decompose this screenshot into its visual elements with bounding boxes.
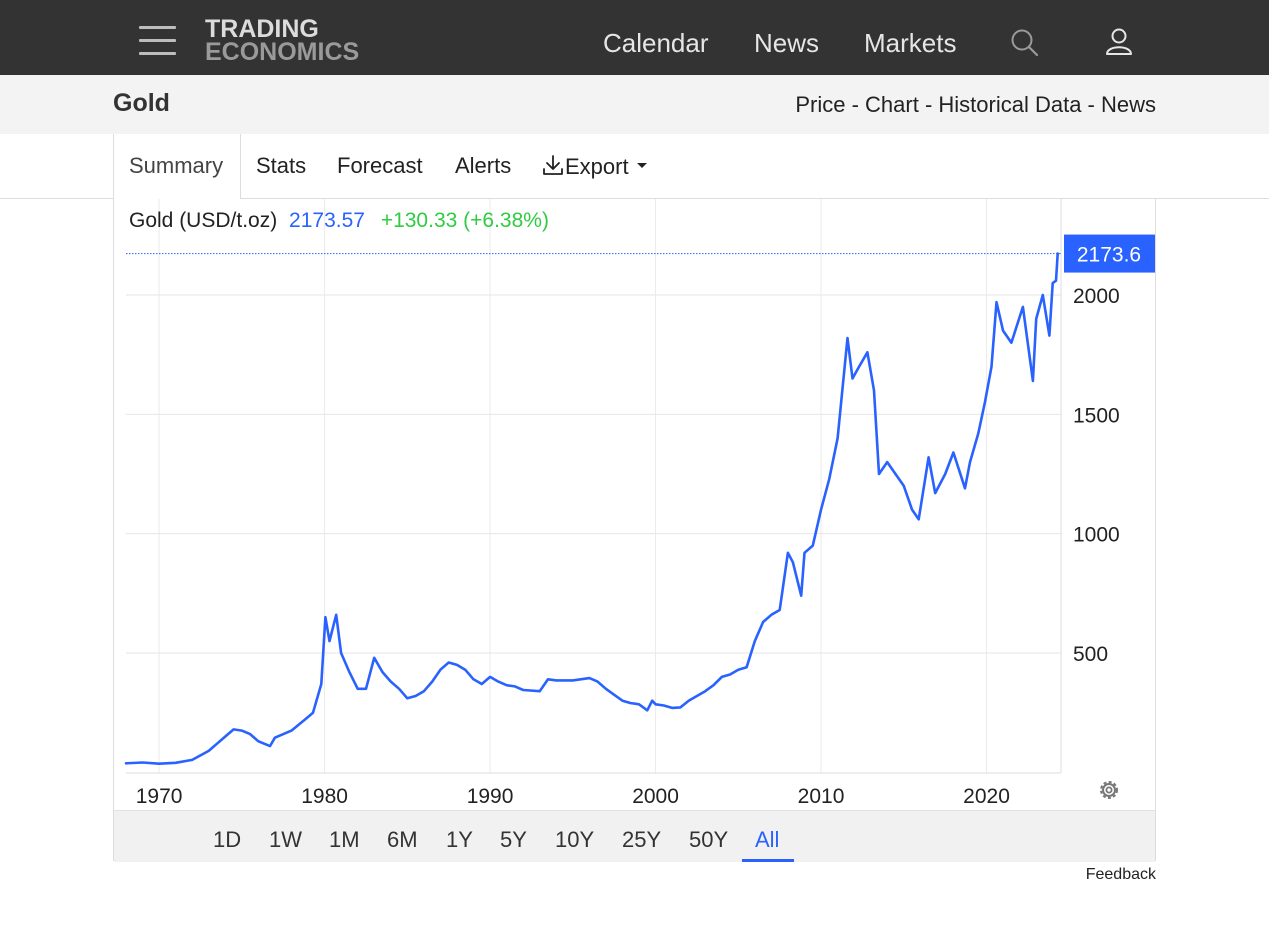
x-tick-label-1990: 1990 xyxy=(467,785,514,808)
trading-economics-logo[interactable]: TRADING ECONOMICS xyxy=(205,15,360,66)
top-navbar: TRADING ECONOMICS Calendar News Markets xyxy=(0,0,1269,75)
range-button-1w[interactable]: 1W xyxy=(269,827,302,852)
feedback-link[interactable]: Feedback xyxy=(1085,866,1156,883)
tab-summary-active xyxy=(113,134,241,199)
export-label: Export xyxy=(565,154,629,179)
export-button[interactable]: Export xyxy=(541,153,649,180)
range-button-50y[interactable]: 50Y xyxy=(689,827,729,852)
chart-lines xyxy=(124,252,1059,765)
y-tick-label-500: 500 xyxy=(1073,643,1108,666)
search-icon[interactable] xyxy=(1010,28,1040,58)
range-selector xyxy=(114,810,1155,862)
x-tick-label-1970: 1970 xyxy=(136,785,183,808)
logo-line-1: TRADING xyxy=(205,15,319,43)
last-value-badge: 2173.6 xyxy=(1064,234,1155,273)
tab-alerts[interactable]: Alerts xyxy=(455,153,512,178)
series-line-0 xyxy=(124,252,1059,765)
tab-summary[interactable]: Summary xyxy=(129,153,224,178)
last-value-text: 2173.6 xyxy=(1077,244,1141,267)
tab-forecast[interactable]: Forecast xyxy=(337,153,423,178)
x-axis: 1970 1980 1990 2000 2010 2020 xyxy=(136,785,1010,808)
page-title: Gold xyxy=(113,89,170,117)
user-icon[interactable] xyxy=(1104,26,1134,58)
legend-series-name: Gold (USD/t.oz) xyxy=(129,209,277,232)
hamburger-icon[interactable] xyxy=(139,26,176,56)
x-tick-label-2010: 2010 xyxy=(798,785,845,808)
logo-line-2: ECONOMICS xyxy=(205,38,360,66)
legend-price: 2173.57 xyxy=(289,209,365,232)
nav-calendar-link[interactable]: Calendar xyxy=(603,28,709,58)
range-button-25y[interactable]: 25Y xyxy=(622,827,662,852)
last-value-badge-bg xyxy=(1064,234,1155,273)
range-button-1d[interactable]: 1D xyxy=(213,827,242,852)
legend-change: +130.33 (+6.38%) xyxy=(381,209,549,232)
active-range-underline xyxy=(742,859,794,862)
caret-down-icon xyxy=(636,163,647,168)
tab-stats[interactable]: Stats xyxy=(256,153,307,178)
range-button-1m[interactable]: 1M xyxy=(329,827,360,852)
x-tick-label-1980: 1980 xyxy=(301,785,348,808)
y-tick-label-1000: 1000 xyxy=(1073,524,1120,547)
range-button-6m[interactable]: 6M xyxy=(387,827,418,852)
nav-news-link[interactable]: News xyxy=(754,28,820,58)
gold-price-chart[interactable]: 1970 1980 1990 2000 2010 2020 500 1000 1500 2000… xyxy=(113,199,1156,811)
range-button-1y[interactable]: 1Y xyxy=(446,827,473,852)
chart-legend: Gold (USD/t.oz) 2173.57 +130.33 (+6.38%) xyxy=(129,209,549,232)
download-icon xyxy=(543,155,563,175)
gear-icon[interactable] xyxy=(1100,781,1118,799)
x-tick-label-2000: 2000 xyxy=(632,785,679,808)
y-tick-label-1500: 1500 xyxy=(1073,404,1120,427)
nav-markets-link[interactable]: Markets xyxy=(864,28,957,58)
y-tick-label-2000: 2000 xyxy=(1073,285,1120,308)
x-tick-label-2020: 2020 xyxy=(963,785,1010,808)
page-links[interactable]: Price - Chart - Historical Data - News xyxy=(795,92,1156,117)
range-button-10y[interactable]: 10Y xyxy=(555,827,595,852)
chart-gridlines xyxy=(126,199,1062,774)
range-button-5y[interactable]: 5Y xyxy=(500,827,527,852)
y-axis: 500 1000 1500 2000 xyxy=(1073,285,1120,666)
range-button-all[interactable]: All xyxy=(755,827,780,852)
